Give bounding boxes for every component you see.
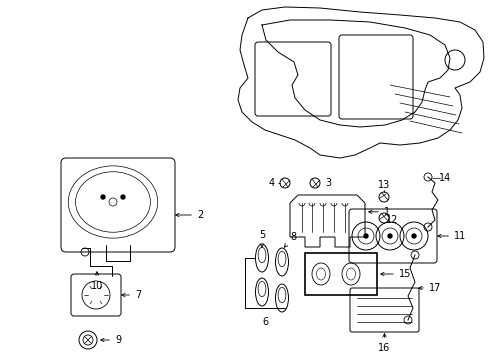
Circle shape	[387, 234, 391, 238]
Text: 12: 12	[385, 215, 397, 225]
Text: 11: 11	[437, 231, 465, 241]
Text: 16: 16	[378, 334, 390, 353]
Text: 3: 3	[324, 178, 330, 188]
Circle shape	[411, 234, 415, 238]
Text: 10: 10	[91, 272, 103, 291]
Text: 5: 5	[258, 230, 264, 247]
Text: 6: 6	[262, 317, 267, 327]
Circle shape	[363, 234, 367, 238]
Circle shape	[121, 195, 125, 199]
Text: 9: 9	[101, 335, 121, 345]
Text: 8: 8	[284, 232, 295, 247]
Circle shape	[101, 195, 105, 199]
Text: 2: 2	[175, 210, 203, 220]
Text: 15: 15	[380, 269, 410, 279]
Text: 7: 7	[122, 290, 141, 300]
Text: 14: 14	[438, 173, 450, 183]
Text: 17: 17	[418, 283, 440, 293]
Text: 13: 13	[377, 180, 389, 190]
Text: 4: 4	[268, 178, 274, 188]
Bar	[305, 253, 376, 295]
Text: 1: 1	[368, 207, 389, 217]
